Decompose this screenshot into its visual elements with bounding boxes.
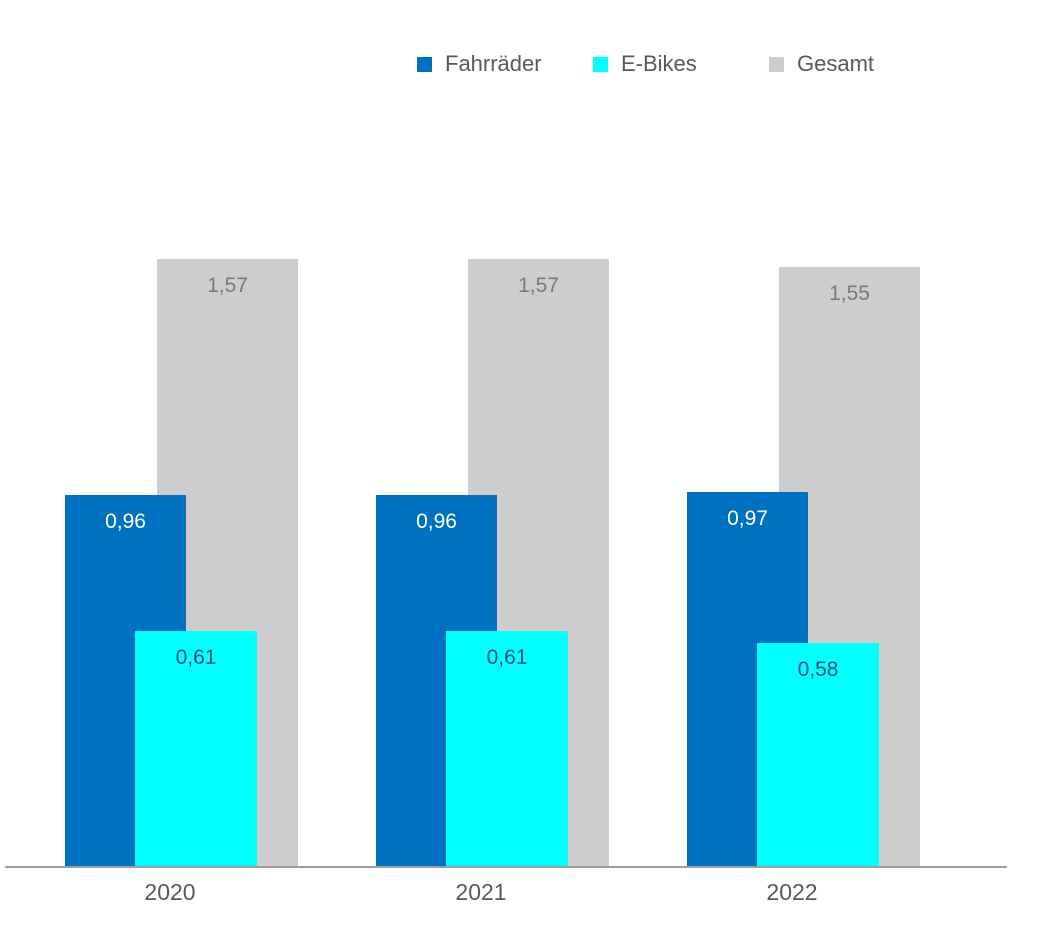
chart-legend: Fahrräder E-Bikes Gesamt <box>417 46 874 82</box>
legend-swatch-e-bikes <box>593 56 608 72</box>
x-axis-label-2021: 2021 <box>455 879 507 905</box>
x-axis-label-2022: 2022 <box>766 879 818 905</box>
bar-value-label: 0,97 <box>727 507 768 530</box>
legend-item-gesamt: Gesamt <box>769 51 874 77</box>
bar-value-label: 0,58 <box>797 658 839 681</box>
legend-item-fahrraeder: Fahrräder <box>417 51 593 77</box>
legend-swatch-fahrraeder <box>417 56 432 72</box>
bar-e-bikes-2020: 0,61 <box>135 631 257 867</box>
bar-value-label: 0,96 <box>105 510 146 533</box>
bar-value-label: 0,61 <box>175 646 217 669</box>
legend-label: Fahrräder <box>445 51 542 76</box>
legend-item-e-bikes: E-Bikes <box>593 51 769 77</box>
x-axis-line <box>5 866 1007 868</box>
bar-e-bikes-2022: 0,58 <box>757 643 879 867</box>
legend-label: E-Bikes <box>621 51 697 76</box>
legend-label: Gesamt <box>797 51 875 76</box>
bar-e-bikes-2021: 0,61 <box>446 631 568 867</box>
bar-value-label: 1,57 <box>207 274 248 297</box>
legend-swatch-gesamt <box>769 56 784 72</box>
bar-value-label: 0,61 <box>486 646 528 669</box>
bar-value-label: 0,96 <box>416 510 457 533</box>
x-axis-label-2020: 2020 <box>144 879 196 905</box>
bar-value-label: 1,57 <box>518 274 559 297</box>
bar-value-label: 1,55 <box>829 282 870 305</box>
